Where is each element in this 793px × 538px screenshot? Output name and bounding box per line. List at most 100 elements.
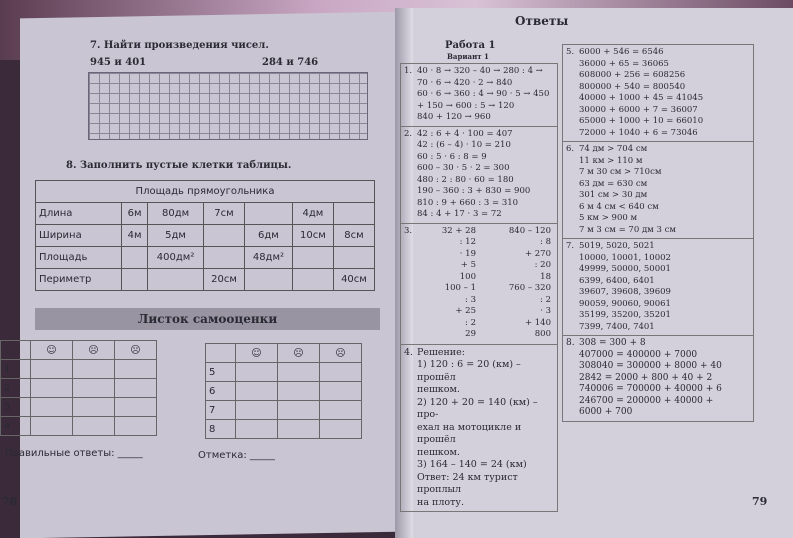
checkbox-cell[interactable] (277, 362, 320, 382)
sad-face-icon: ☹ (277, 343, 320, 363)
row-number: 8 (205, 419, 236, 439)
checkbox-cell[interactable] (235, 419, 278, 439)
calc-step: · 3 (540, 306, 551, 316)
row-number: 5 (205, 362, 236, 382)
checkbox-cell[interactable] (30, 359, 73, 379)
answer-line: 608000 + 256 = 608256 (579, 70, 686, 80)
checkbox-cell[interactable] (30, 378, 73, 398)
row-label: Ширина (35, 224, 122, 247)
checkbox-cell[interactable] (72, 416, 115, 436)
row-number: 4 (0, 416, 31, 436)
smile-face-icon: ☺ (235, 343, 278, 363)
calc-step: 29 (465, 329, 476, 339)
sad-face-icon: ☹ (319, 343, 362, 363)
table-cell (120, 246, 149, 269)
answer-line: 11 км > 110 м (579, 155, 643, 166)
answer-line: 35199, 35200, 35201 (579, 310, 671, 320)
answer-line: 72000 + 1040 + 6 = 73046 (579, 127, 698, 138)
answer-line: 84 : 4 + 17 · 3 = 72 (417, 209, 502, 219)
answer-line: 40 · 8 → 320 – 40 → 280 : 4 → (417, 66, 543, 76)
variant-label: Вариант 1 (447, 52, 489, 61)
checkbox-cell[interactable] (72, 397, 115, 417)
answer-line: 10000, 10001, 10002 (579, 252, 671, 263)
table-cell: 20см (202, 268, 246, 291)
table-cell: 40см (332, 268, 376, 291)
answer-number: 2. (404, 128, 413, 139)
checkbox-cell[interactable] (235, 400, 278, 420)
answer-line: 42 : 6 + 4 · 100 = 407 (417, 128, 513, 139)
checkbox-cell[interactable] (235, 381, 278, 401)
calc-step: 100 (459, 271, 476, 282)
correct-answers-label: Правильные ответы: _____ (5, 448, 143, 459)
table-cell: 10см (291, 224, 334, 247)
table-cell (202, 224, 246, 247)
calc-step: 18 (540, 271, 551, 282)
answer-line: 74 дм > 704 см (579, 144, 648, 154)
table-cell (120, 268, 149, 291)
checkbox-cell[interactable] (277, 400, 320, 420)
table-row: 8 (205, 419, 362, 439)
answer-line: 6000 + 700 (579, 407, 633, 417)
checkbox-cell[interactable] (319, 362, 362, 382)
table-row: 4 (0, 416, 157, 436)
answer-line: 480 : 2 : 80 · 60 = 180 (417, 174, 514, 185)
calc-step: 800 (534, 329, 551, 339)
answer-1: 1. 40 · 8 → 320 – 40 → 280 : 4 → 70 · 6 → … (400, 63, 558, 127)
answer-line: Решение: (417, 346, 465, 358)
answer-line: Ответ: 24 км турист проплыл (417, 471, 518, 496)
table-row: 3 (0, 397, 157, 417)
answer-line: 36000 + 65 = 36065 (579, 58, 669, 69)
row-number: 2 (0, 378, 31, 398)
checkbox-cell[interactable] (30, 397, 73, 417)
calc-step: 760 – 320 (508, 283, 551, 293)
table-cell (147, 268, 204, 291)
answer-line: 6 м 4 см < 640 см (579, 201, 659, 212)
checkbox-cell[interactable] (114, 416, 157, 436)
calc-chain-column: 32 + 28: 12 · 19 + 5 100 100 – 1: 3 + 25: 2 29 (421, 226, 476, 341)
checkbox-cell[interactable] (319, 381, 362, 401)
answer-line: 301 см > 30 дм (579, 190, 648, 200)
calc-step: : 3 (465, 294, 476, 305)
answer-line: 740006 = 700000 + 40000 + 6 (579, 384, 722, 394)
answer-line: 246700 = 200000 + 40000 + (579, 395, 714, 406)
right-page (402, 8, 793, 538)
calc-step: · 19 (459, 248, 476, 259)
checkbox-cell[interactable] (114, 397, 157, 417)
answer-line: 90059, 90060, 90061 (579, 298, 671, 309)
checkbox-cell[interactable] (277, 381, 320, 401)
table-row: Периметр 20см 40см (35, 268, 376, 291)
checkbox-cell[interactable] (72, 359, 115, 379)
table-cell: 400дм² (147, 246, 204, 269)
checkbox-cell[interactable] (114, 359, 157, 379)
answer-number: 3. (404, 225, 413, 236)
checkbox-cell[interactable] (319, 419, 362, 439)
sad-face-icon: ☹ (114, 340, 157, 360)
table-cell (291, 246, 334, 269)
row-number: 1 (0, 359, 31, 379)
answer-line: 6000 + 546 = 6546 (579, 47, 664, 57)
answer-line: 7 м 3 см = 70 дм 3 см (579, 224, 676, 235)
checkbox-cell[interactable] (235, 362, 278, 382)
calc-step: 840 – 120 (508, 225, 551, 236)
answer-line: 7399, 7400, 7401 (579, 321, 655, 332)
calc-step: : 12 (459, 237, 476, 247)
calc-step: + 270 (524, 248, 551, 259)
task7-title: 7. Найти произведения чисел. (90, 40, 269, 51)
page-number-left: 78 (2, 495, 18, 508)
rectangle-area-table: Площадь прямоугольника Длина 6м 80дм 7см 4дм… (35, 180, 376, 291)
answers-column-left: 1. 40 · 8 → 320 – 40 → 280 : 4 → 70 · 6 → … (400, 63, 558, 512)
answer-line: 39607, 39608, 39609 (579, 287, 671, 297)
table-row: Ширина 4м 5дм 6дм 10см 8см (35, 224, 376, 247)
blank-cell (205, 343, 236, 363)
checkbox-cell[interactable] (277, 419, 320, 439)
checkbox-cell[interactable] (72, 378, 115, 398)
answer-8: 8. 308 = 300 + 8 407000 = 400000 + 7000 308… (562, 335, 754, 422)
checkbox-cell[interactable] (114, 378, 157, 398)
table-row: 6 (205, 381, 362, 401)
answer-line: 407000 = 400000 + 7000 (579, 349, 698, 360)
table-cell: 80дм (147, 202, 204, 225)
checkbox-cell[interactable] (30, 416, 73, 436)
checkbox-cell[interactable] (319, 400, 362, 420)
table-row: Длина 6м 80дм 7см 4дм (35, 202, 376, 225)
